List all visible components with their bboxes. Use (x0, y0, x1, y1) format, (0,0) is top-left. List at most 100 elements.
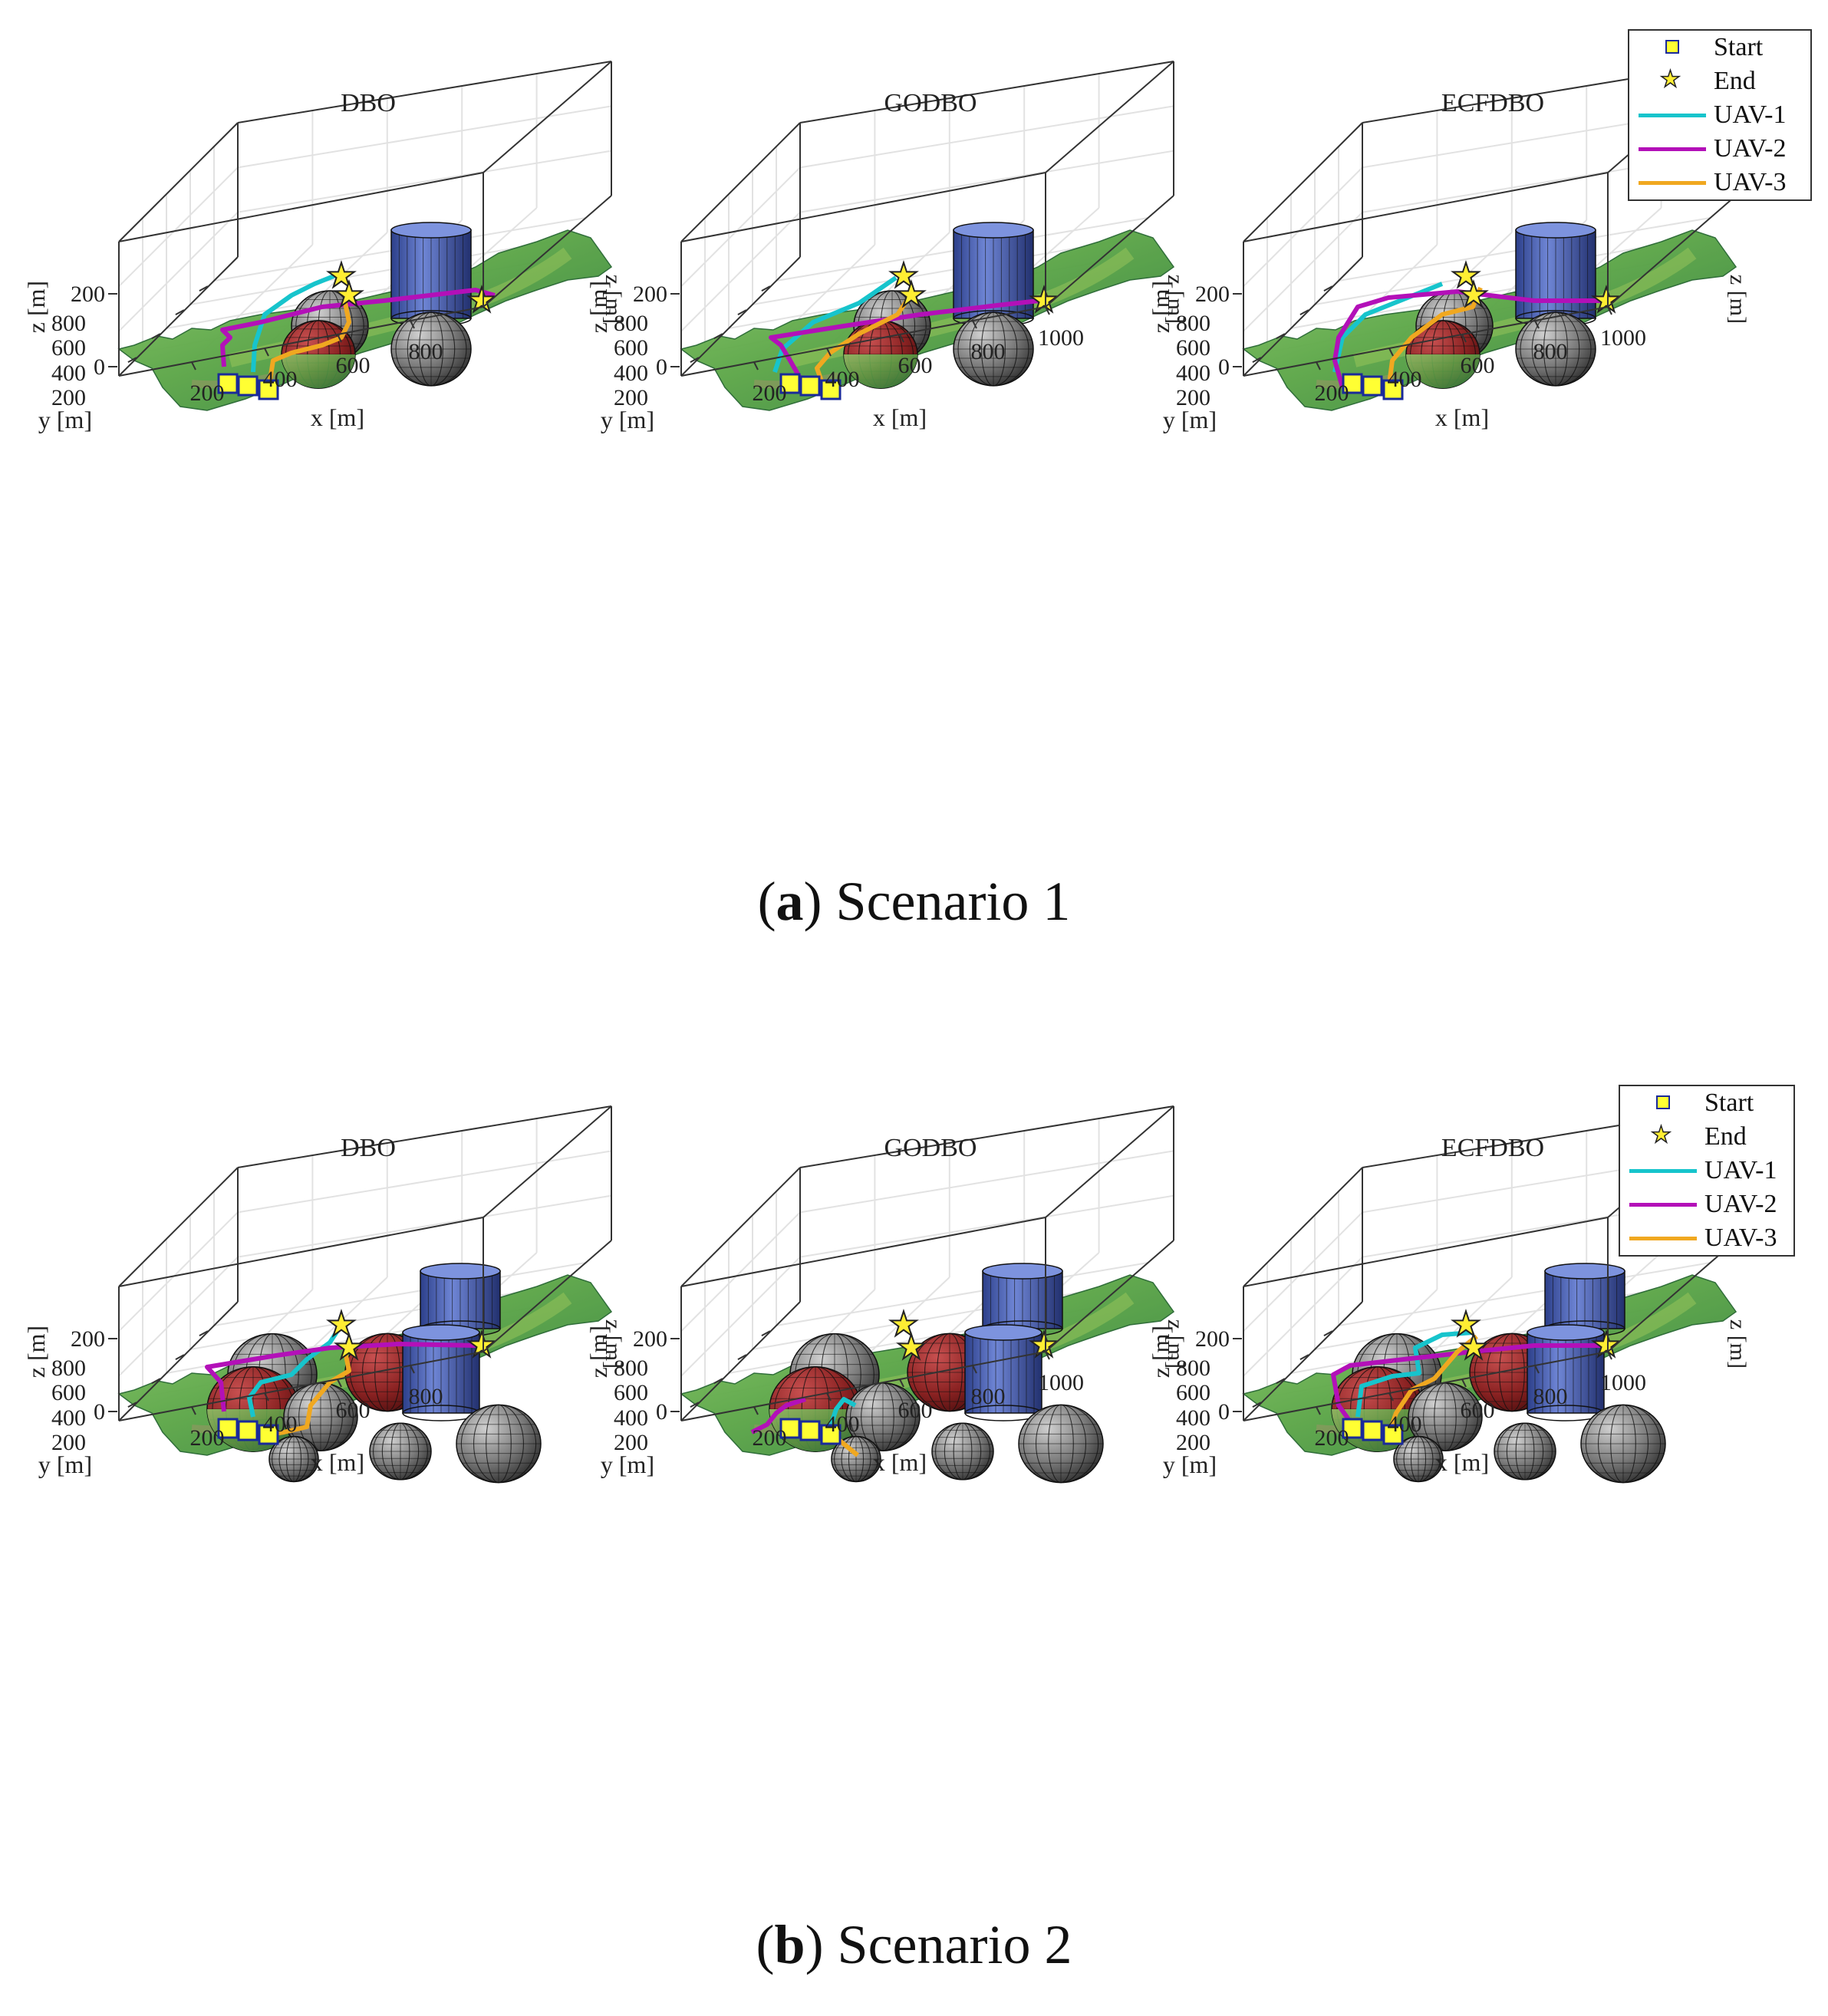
y-tick-label: 200 (1176, 385, 1210, 410)
y-tick-label: 600 (1176, 1380, 1210, 1405)
x-axis-label: x [m] (1435, 404, 1489, 431)
grid-line (237, 1194, 612, 1258)
x-tick (1461, 1379, 1467, 1388)
grid-line (118, 1256, 239, 1377)
legend-entry-start: Start (1629, 31, 1810, 64)
x-tick-label: 600 (1461, 1398, 1495, 1423)
grid-line (118, 166, 239, 288)
uav-3-line-swatch (1629, 1237, 1697, 1240)
grid-line (1243, 1256, 1363, 1377)
x-tick-label: 200 (190, 1425, 225, 1451)
legend-entry-end: ★ End (1650, 1122, 1747, 1151)
x-tick (1045, 306, 1050, 315)
y-tick (1252, 357, 1262, 363)
x-tick (1316, 1406, 1321, 1415)
x-tick-label: 800 (409, 1384, 443, 1409)
end-star-marker: ★ (326, 257, 356, 295)
axis-box-edge (118, 1167, 239, 1287)
z-tick-label: 0 (656, 354, 667, 380)
axis-box-edge (118, 1217, 484, 1287)
start-marker (217, 1418, 239, 1439)
uav-2-path (220, 288, 496, 367)
x-tick (337, 334, 342, 343)
z-tick-label: 0 (94, 1399, 105, 1425)
start-marker (799, 1420, 821, 1441)
uav-2-path (1331, 1343, 1605, 1434)
axis-box-edge (1243, 1167, 1363, 1287)
y-tick (737, 309, 747, 315)
start-marker (1382, 379, 1404, 400)
axis-box-edge (1243, 306, 1609, 377)
x-tick (1534, 1365, 1540, 1374)
x-tick-label: 800 (1533, 1384, 1568, 1409)
axis-box-edge (680, 306, 1046, 377)
y-axis-label: y [m] (601, 406, 654, 433)
axis-box-edge (1243, 1351, 1609, 1421)
z-tick-label: 0 (1218, 1399, 1230, 1425)
z-tick-label: 0 (1218, 354, 1230, 380)
x-tick (410, 320, 415, 329)
x-tick-label: 600 (336, 353, 371, 378)
grid-line (213, 1262, 586, 1326)
axis-box-edge (799, 61, 1174, 124)
end-star-marker: ★ (466, 282, 496, 319)
uav-2-line-swatch (1639, 147, 1706, 151)
x-tick (899, 334, 904, 343)
start-marker (1342, 1418, 1363, 1439)
end-star-marker: ★ (1458, 1329, 1488, 1366)
y-axis-label: y [m] (601, 1451, 654, 1478)
y-tick (1252, 1402, 1262, 1408)
uav-2-path (205, 1342, 476, 1412)
start-marker (258, 379, 279, 400)
cylinder-top (402, 1324, 480, 1341)
axis-box-edge (118, 256, 239, 377)
y-tick-label: 800 (1176, 311, 1210, 336)
uav-2-path (1332, 289, 1605, 388)
y-tick-label: 200 (51, 385, 86, 410)
cylinder-top (964, 1324, 1042, 1341)
y-tick (761, 1330, 771, 1336)
y-tick (1299, 1354, 1309, 1360)
x-tick (1607, 306, 1612, 315)
axis-box-edge (483, 1105, 612, 1218)
grid-line (1338, 1262, 1711, 1326)
y-tick (175, 1354, 185, 1360)
z-tick-label: 0 (656, 1399, 667, 1425)
y-tick (199, 285, 209, 292)
uav-3-path (268, 1351, 351, 1437)
y-tick-label: 400 (614, 361, 648, 386)
uav-1-line-swatch (1629, 1169, 1697, 1173)
grid-line (118, 1211, 239, 1332)
y-tick-label: 400 (614, 1405, 648, 1431)
cylinder-top (1544, 1263, 1625, 1280)
x-tick-label: 800 (409, 339, 443, 364)
x-tick-label: 400 (825, 367, 860, 392)
x-tick (1316, 361, 1321, 371)
axis-box-edge (118, 172, 484, 242)
y-tick (151, 1378, 161, 1384)
x-tick (899, 1379, 904, 1388)
axis-box-edge (1045, 1240, 1174, 1352)
legend-entry-start: Start (1620, 1086, 1793, 1120)
grid-line (776, 1262, 1148, 1326)
x-tick (826, 348, 832, 357)
grid-line (237, 105, 612, 169)
z-axis-label-back: z [m] (1725, 275, 1751, 324)
axis-box-edge (680, 1301, 801, 1421)
z-axis-label-back: z [m] (601, 1319, 626, 1369)
x-tick-label: 400 (263, 367, 298, 392)
y-tick (1276, 1378, 1286, 1384)
end-star-marker: ★ (1029, 282, 1059, 319)
cylinder-top (953, 222, 1034, 239)
grid-line (680, 1211, 801, 1332)
y-tick-label: 400 (51, 1405, 86, 1431)
y-tick (127, 1402, 137, 1408)
x-tick-label: 200 (1315, 380, 1349, 406)
x-tick-label: 800 (971, 339, 1006, 364)
panel-title: DBO (341, 89, 396, 117)
